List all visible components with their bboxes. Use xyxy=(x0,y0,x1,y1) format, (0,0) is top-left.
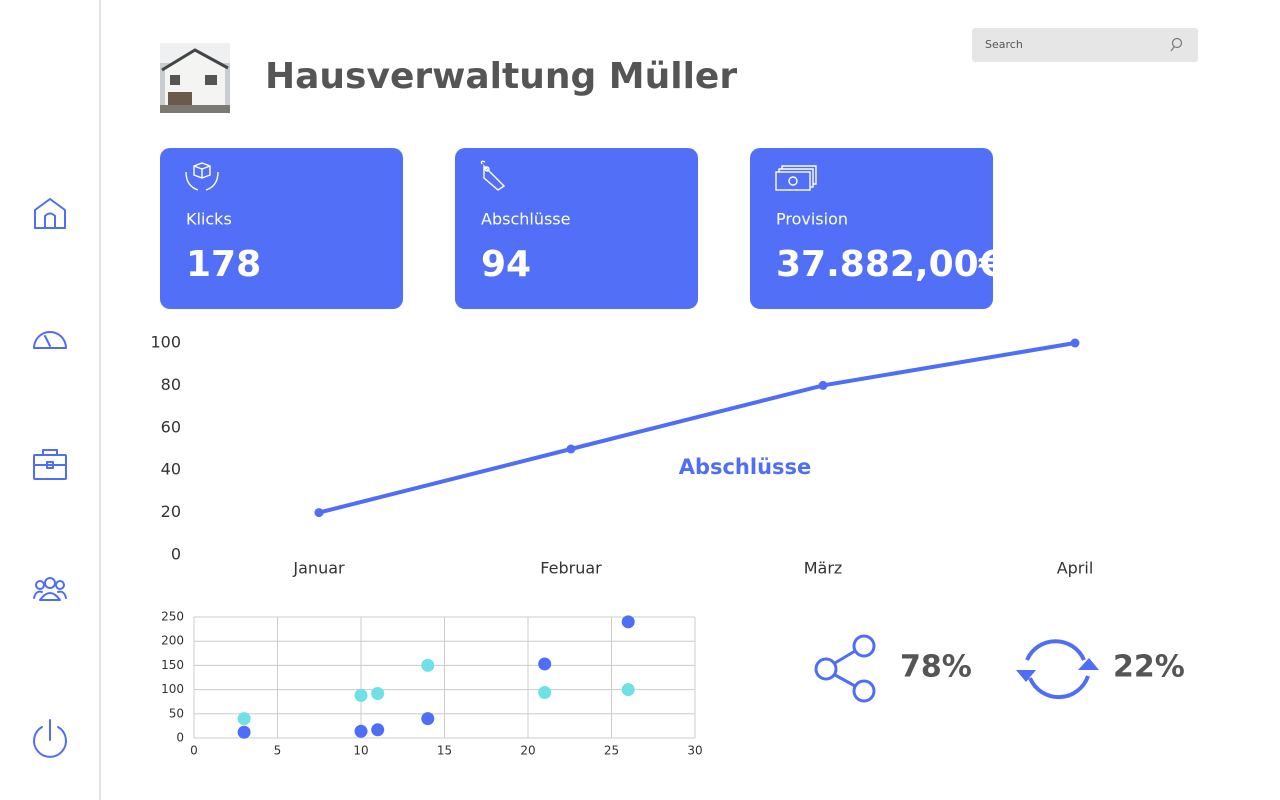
scatter-point xyxy=(371,723,385,737)
scatter-point xyxy=(371,686,385,700)
y-tick-label: 0 xyxy=(176,731,184,745)
chart-title: Abschlüsse xyxy=(679,455,812,479)
scatter-point xyxy=(421,658,435,672)
scatter-point xyxy=(354,724,368,738)
line-point xyxy=(818,380,828,390)
y-tick-label: 100 xyxy=(150,333,181,352)
search-box[interactable]: Search xyxy=(972,28,1198,62)
x-tick-label: März xyxy=(804,559,843,578)
scatter-point xyxy=(354,688,368,702)
card-value: 178 xyxy=(186,244,261,285)
y-tick-label: 60 xyxy=(161,417,181,436)
y-tick-label: 150 xyxy=(161,658,184,672)
search-icon-handle xyxy=(1170,46,1175,52)
stat-value: 78% xyxy=(900,650,972,685)
scatter-point xyxy=(621,615,635,629)
card-label: Klicks xyxy=(186,210,232,229)
scatter-point xyxy=(621,683,635,697)
share-icon xyxy=(814,634,876,703)
logo-image xyxy=(160,43,230,113)
x-tick-label: Januar xyxy=(292,559,345,578)
power-icon[interactable] xyxy=(33,719,67,758)
y-tick-label: 250 xyxy=(161,610,184,624)
line-point xyxy=(566,444,576,454)
box-icon xyxy=(185,162,219,191)
card: Abschlüsse 94 xyxy=(455,148,698,309)
x-tick-label: April xyxy=(1057,559,1094,578)
tag-icon xyxy=(480,160,506,191)
y-tick-label: 100 xyxy=(161,682,184,696)
scatter-point xyxy=(538,657,552,671)
page-title: Hausverwaltung Müller xyxy=(265,56,737,97)
line xyxy=(318,341,1076,515)
card-bg xyxy=(750,148,993,309)
line-point xyxy=(314,508,324,518)
search-placeholder: Search xyxy=(985,38,1023,51)
card-label: Abschlüsse xyxy=(481,210,570,229)
y-tick-label: 0 xyxy=(171,545,181,564)
y-tick-label: 20 xyxy=(161,502,181,521)
stat-value: 22% xyxy=(1113,650,1185,685)
card-value: 37.882,00€ xyxy=(776,244,1004,285)
money-icon xyxy=(775,165,817,191)
y-tick-label: 50 xyxy=(169,706,184,720)
y-tick-label: 80 xyxy=(161,375,181,394)
x-tick-label: 5 xyxy=(274,744,282,758)
scatter-point xyxy=(421,712,435,726)
refresh-icon xyxy=(1016,639,1099,700)
y-tick-label: 200 xyxy=(161,634,184,648)
search-field[interactable] xyxy=(972,28,1198,62)
x-tick-label: 30 xyxy=(687,744,702,758)
briefcase-icon[interactable] xyxy=(33,449,67,480)
x-tick-label: 25 xyxy=(604,744,619,758)
x-tick-label: 10 xyxy=(353,744,368,758)
scatter-point xyxy=(237,725,251,739)
line-point xyxy=(1070,338,1080,348)
card-bg xyxy=(160,148,403,309)
card-bg xyxy=(455,148,698,309)
scatter-point xyxy=(237,712,251,726)
y-tick-label: 40 xyxy=(161,460,181,479)
search-icon[interactable] xyxy=(1171,37,1183,49)
x-tick-label: 20 xyxy=(520,744,535,758)
x-tick-label: 0 xyxy=(190,744,198,758)
card: Provision 37.882,00€ xyxy=(750,148,1004,309)
card-value: 94 xyxy=(481,244,531,285)
x-tick-label: 15 xyxy=(437,744,452,758)
x-tick-label: Februar xyxy=(540,559,602,578)
dashboard-icon[interactable] xyxy=(33,331,67,349)
home-icon[interactable] xyxy=(34,198,66,229)
scatter-point xyxy=(538,686,552,700)
users-icon[interactable] xyxy=(33,577,67,601)
card-label: Provision xyxy=(776,210,848,229)
card: Klicks 178 xyxy=(160,148,403,309)
